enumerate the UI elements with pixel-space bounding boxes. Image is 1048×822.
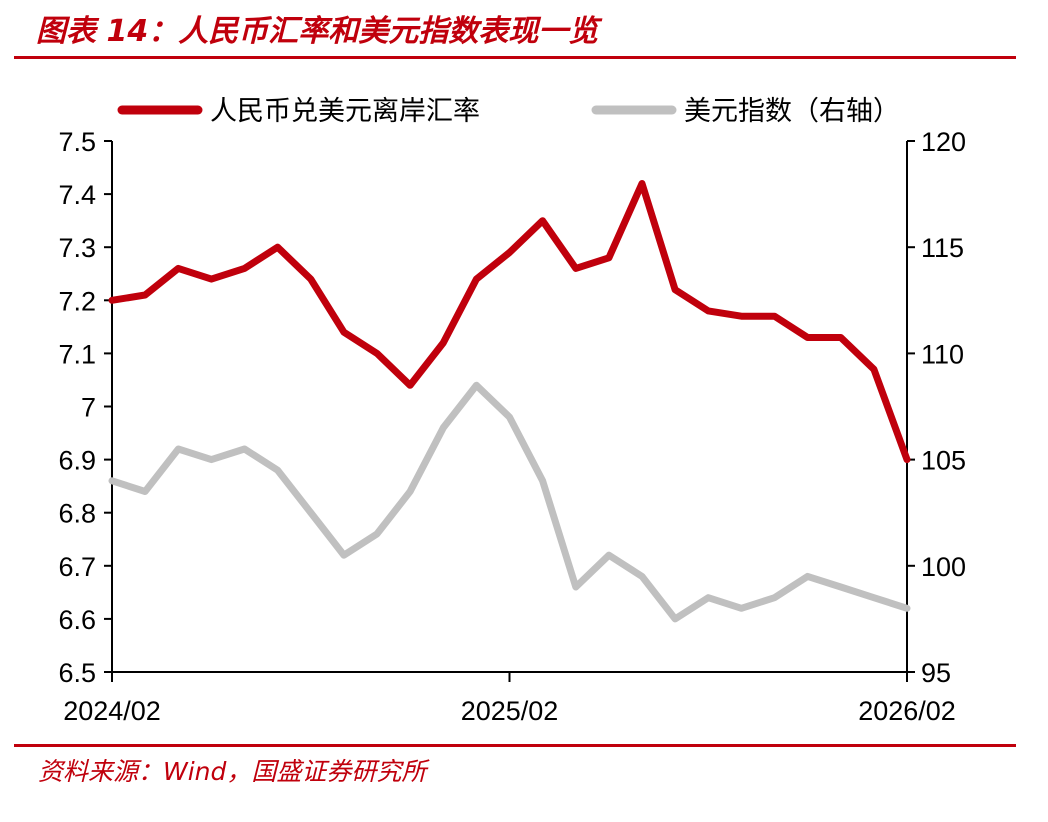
data-point — [805, 335, 811, 340]
left-axis-tick-label: 6.8 — [58, 499, 96, 529]
data-point — [175, 265, 181, 271]
data-point — [473, 382, 479, 388]
left-axis-tick-label: 6.6 — [58, 605, 96, 635]
data-point — [242, 446, 247, 452]
data-point — [440, 425, 446, 431]
data-point — [705, 308, 711, 314]
data-point — [904, 605, 910, 611]
left-axis-tick-label: 7.3 — [58, 233, 96, 263]
x-axis-tick-label: 2024/02 — [63, 696, 161, 726]
title-divider — [14, 56, 1016, 59]
data-point — [606, 255, 612, 261]
left-axis-tick-label: 6.7 — [58, 552, 96, 582]
left-axis-tick-label: 7 — [81, 393, 96, 423]
data-point — [672, 616, 678, 622]
data-point — [308, 510, 314, 516]
legend-label-cny: 人民币兑美元离岸汇率 — [210, 96, 480, 127]
data-point — [440, 340, 446, 346]
data-point — [871, 366, 877, 372]
right-axis-tick-label: 120 — [921, 127, 966, 157]
data-point — [208, 457, 214, 463]
data-point — [507, 414, 512, 420]
data-point — [606, 552, 612, 558]
left-axis-tick-label: 7.4 — [58, 180, 96, 210]
right-axis-tick-label: 95 — [921, 658, 951, 688]
chart-legend: 人民币兑美元离岸汇率 美元指数（右轴） — [117, 96, 900, 127]
source-divider — [14, 744, 1016, 747]
data-point — [738, 313, 744, 319]
data-point — [738, 605, 744, 611]
data-point — [772, 313, 777, 319]
data-point — [341, 329, 347, 335]
data-point — [838, 584, 844, 590]
x-axis-tick-label: 2026/02 — [858, 696, 956, 726]
data-point — [242, 265, 247, 271]
chart-axes: 7.5 7.4 7.3 7.2 7.1 7 6.9 6.8 6.7 6.6 6.5 120 115 110… — [58, 127, 966, 726]
x-axis-tick-label: 2025/02 — [461, 696, 559, 726]
data-point — [308, 276, 314, 282]
data-point — [142, 292, 148, 298]
data-point — [838, 335, 844, 340]
source-note: 资料来源：Wind，国盛证券研究所 — [38, 757, 427, 786]
data-point — [175, 446, 181, 452]
data-point — [374, 350, 380, 356]
data-point — [639, 181, 645, 186]
right-axis-tick-label: 110 — [921, 339, 964, 369]
figure-title: 图表 14：人民币汇率和美元指数表现一览 — [36, 14, 599, 49]
data-point — [639, 573, 645, 579]
left-axis-tick-label: 6.5 — [58, 658, 96, 688]
data-point — [672, 287, 678, 293]
data-point — [540, 218, 546, 224]
data-point — [109, 297, 115, 303]
chart-series — [108, 180, 911, 623]
data-point — [904, 457, 910, 463]
right-axis-tick-label: 115 — [921, 233, 964, 263]
data-point — [705, 595, 711, 601]
data-point — [573, 265, 579, 271]
data-point — [871, 595, 877, 601]
data-point — [275, 244, 281, 250]
right-axis-tick-label: 105 — [921, 446, 966, 476]
data-point — [507, 250, 512, 255]
left-axis-tick-label: 7.1 — [58, 339, 96, 369]
data-point — [142, 489, 148, 494]
data-point — [772, 595, 777, 601]
series-line-dxy — [108, 381, 911, 623]
data-point — [407, 382, 413, 388]
right-axis-tick-label: 100 — [921, 552, 966, 582]
data-point — [341, 552, 347, 558]
data-point — [208, 276, 214, 282]
data-point — [540, 478, 546, 484]
data-point — [407, 489, 413, 494]
legend-label-dxy: 美元指数（右轴） — [684, 96, 900, 127]
left-axis-tick-label: 7.2 — [58, 286, 96, 316]
left-axis-tick-label: 7.5 — [58, 127, 96, 157]
data-point — [275, 467, 281, 473]
data-point — [573, 584, 579, 590]
data-point — [374, 531, 380, 537]
data-point — [805, 573, 811, 579]
data-point — [109, 478, 115, 484]
left-axis-tick-label: 6.9 — [58, 446, 96, 476]
data-point — [473, 276, 479, 282]
